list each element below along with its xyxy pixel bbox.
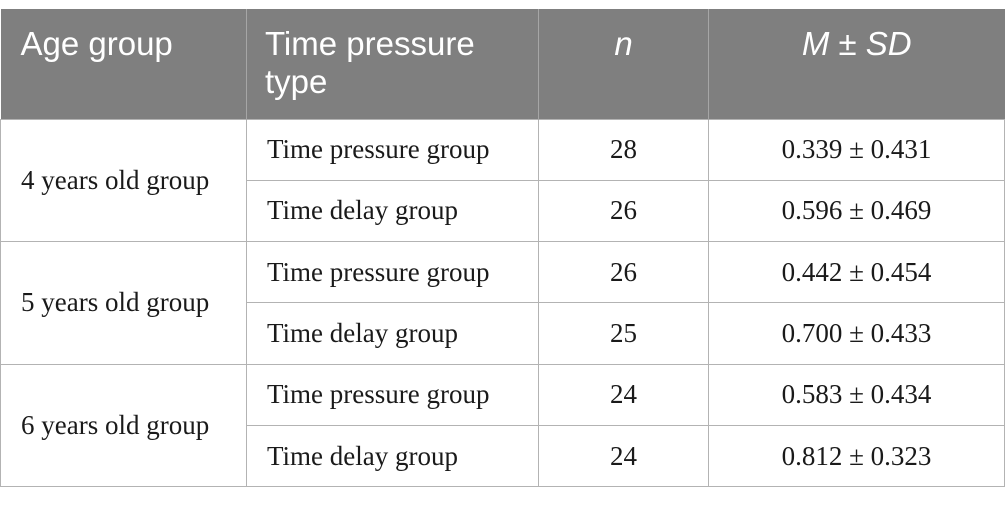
- m-sd-cell: 0.700 ± 0.433: [708, 302, 1005, 365]
- table-body: 4 years old group Time pressure group 28…: [0, 118, 1005, 488]
- table-row: 4 years old group Time pressure group 28…: [0, 118, 1005, 243]
- table-header: Age group Time pressure type n M ± SD: [0, 9, 1005, 119]
- header-row: Age group Time pressure type n M ± SD: [0, 9, 1005, 119]
- m-sd-cell: 0.812 ± 0.323: [708, 424, 1005, 488]
- header-m-sd: M ± SD: [708, 9, 1005, 119]
- m-sd-cell: 0.583 ± 0.434: [708, 363, 1005, 426]
- type-cell: Time pressure group: [246, 241, 539, 304]
- m-sd-cell: 0.596 ± 0.469: [708, 179, 1005, 243]
- table-row: Time delay group 24 0.812 ± 0.323: [1, 424, 1005, 488]
- n-cell: 26: [538, 241, 709, 304]
- m-sd-cell: 0.339 ± 0.431: [708, 118, 1005, 181]
- header-n: n: [538, 9, 709, 119]
- type-cell: Time delay group: [246, 302, 539, 365]
- type-cell: Time delay group: [246, 179, 539, 243]
- n-cell: 28: [538, 118, 709, 181]
- data-table: Age group Time pressure type n M ± SD 4 …: [0, 9, 1005, 488]
- age-group-cell: 4 years old group: [0, 118, 247, 243]
- type-cell: Time pressure group: [246, 363, 539, 426]
- age-group-cell: 6 years old group: [0, 363, 247, 488]
- n-cell: 25: [538, 302, 709, 365]
- age-group-cell: 5 years old group: [0, 241, 247, 365]
- n-cell: 24: [538, 424, 709, 488]
- type-cell: Time delay group: [246, 424, 539, 488]
- table-row: Time delay group 26 0.596 ± 0.469: [1, 179, 1005, 243]
- table-row: 6 years old group Time pressure group 24…: [0, 363, 1005, 488]
- header-age-group: Age group: [0, 9, 247, 119]
- m-sd-cell: 0.442 ± 0.454: [708, 241, 1005, 304]
- header-time-pressure-type: Time pressure type: [246, 9, 539, 119]
- table-row: 5 years old group Time pressure group 26…: [0, 241, 1005, 365]
- n-cell: 24: [538, 363, 709, 426]
- n-cell: 26: [538, 179, 709, 243]
- type-cell: Time pressure group: [246, 118, 539, 181]
